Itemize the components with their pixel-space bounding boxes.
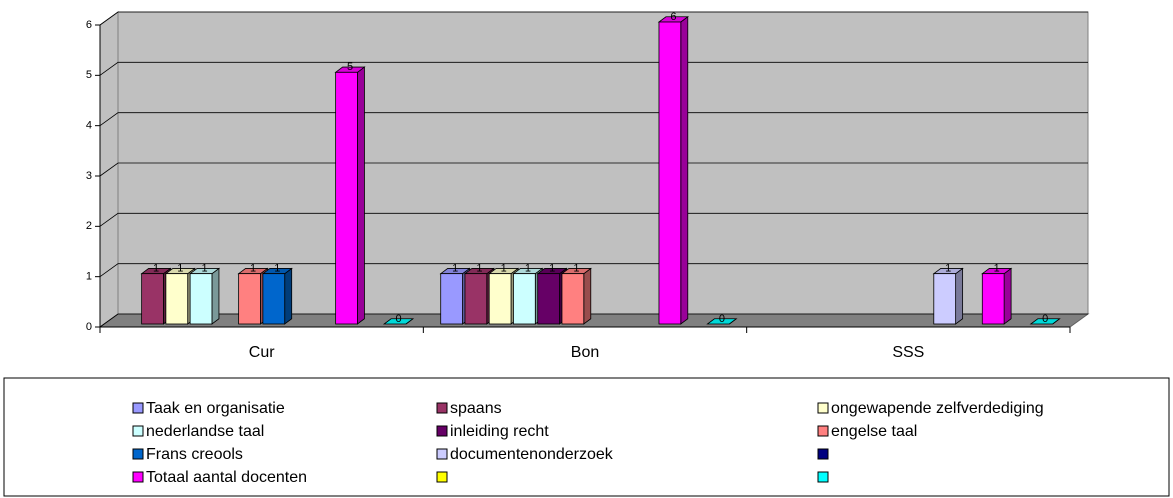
bar-front bbox=[981, 273, 1005, 325]
bar-front bbox=[933, 273, 957, 325]
bar-top bbox=[1029, 318, 1061, 325]
grid-line bbox=[99, 162, 1088, 177]
legend-label: nederlandse taal bbox=[146, 423, 264, 440]
bar-top bbox=[382, 318, 415, 325]
legend-label: Taak en organisatie bbox=[146, 400, 285, 417]
bar-top bbox=[706, 318, 738, 325]
bar bbox=[1029, 318, 1061, 325]
bar-front bbox=[488, 273, 512, 325]
bar-side bbox=[1003, 267, 1012, 325]
legend-swatch bbox=[132, 471, 144, 483]
data-label: 1 bbox=[945, 263, 951, 275]
legend-label: ongewapende zelfverdediging bbox=[831, 400, 1044, 417]
legend-label: documentenonderzoek bbox=[450, 446, 614, 463]
legend-label: engelse taal bbox=[831, 423, 917, 440]
bar-front bbox=[262, 273, 286, 325]
data-label: 1 bbox=[501, 263, 507, 275]
bar-front bbox=[165, 273, 189, 325]
bar bbox=[657, 15, 689, 325]
grid-line bbox=[99, 263, 1088, 277]
y-tick-label: 6 bbox=[86, 19, 92, 31]
bar bbox=[706, 318, 738, 325]
data-label: 5 bbox=[347, 61, 353, 73]
data-label: 1 bbox=[153, 263, 159, 275]
y-tick-label: 0 bbox=[86, 321, 92, 333]
bar-side bbox=[211, 267, 220, 325]
data-label: 0 bbox=[719, 313, 725, 325]
bar-front bbox=[464, 273, 488, 325]
legend-swatch bbox=[132, 448, 144, 460]
legend-box bbox=[3, 377, 1170, 497]
data-label: 0 bbox=[395, 313, 401, 325]
legend-swatch bbox=[817, 402, 829, 414]
legend-label: inleiding recht bbox=[450, 423, 549, 440]
bar-front bbox=[141, 273, 164, 325]
legend-label: Frans creools bbox=[146, 446, 243, 463]
legend-swatch bbox=[817, 425, 829, 437]
legend-swatch bbox=[436, 402, 448, 414]
bar-side bbox=[357, 66, 365, 325]
grid-line bbox=[99, 11, 1088, 26]
bar bbox=[560, 267, 592, 325]
data-label: 1 bbox=[525, 263, 531, 275]
legend-label: spaans bbox=[450, 400, 502, 417]
bar-side bbox=[955, 267, 964, 325]
bar-side bbox=[583, 267, 592, 325]
bar bbox=[334, 66, 366, 325]
grid-line bbox=[99, 212, 1088, 227]
bar-front bbox=[335, 71, 358, 325]
grid-line bbox=[99, 313, 1088, 328]
bar-front bbox=[238, 273, 261, 325]
grid-line bbox=[99, 61, 1088, 76]
bar bbox=[188, 267, 221, 325]
y-tick-label: 4 bbox=[86, 120, 92, 132]
data-label: 1 bbox=[994, 263, 1000, 275]
bar-side bbox=[284, 267, 293, 325]
legend-swatch bbox=[132, 402, 144, 414]
y-tick-label: 1 bbox=[86, 271, 92, 283]
data-label: 0 bbox=[1042, 313, 1048, 325]
bar-front bbox=[189, 273, 213, 325]
y-tick-label: 5 bbox=[86, 69, 92, 81]
bar-front bbox=[561, 273, 585, 325]
bar bbox=[488, 267, 520, 325]
bar bbox=[932, 267, 964, 325]
bar bbox=[261, 267, 293, 325]
data-label: 1 bbox=[549, 263, 555, 275]
legend-label: Totaal aantal docenten bbox=[146, 469, 307, 486]
bar bbox=[382, 318, 415, 325]
y-tick-label: 3 bbox=[86, 170, 92, 182]
x-tick-label: SSS bbox=[892, 344, 924, 361]
bar-side bbox=[680, 15, 689, 325]
bar bbox=[981, 267, 1013, 325]
data-label: 1 bbox=[274, 263, 280, 275]
legend-swatch bbox=[436, 448, 448, 460]
legend-swatch bbox=[436, 471, 448, 483]
legend-swatch bbox=[132, 425, 144, 437]
data-label: 1 bbox=[201, 263, 207, 275]
data-label: 1 bbox=[177, 263, 183, 275]
data-label: 1 bbox=[452, 263, 458, 275]
bar-front bbox=[537, 273, 560, 325]
bar-front bbox=[440, 273, 463, 325]
data-label: 1 bbox=[250, 263, 256, 275]
grid-line bbox=[99, 112, 1088, 126]
data-label: 1 bbox=[573, 263, 579, 275]
x-tick-label: Bon bbox=[571, 344, 599, 361]
legend-swatch bbox=[436, 425, 448, 437]
data-label: 6 bbox=[670, 11, 676, 23]
bar-front bbox=[658, 21, 682, 325]
legend-swatch bbox=[817, 471, 829, 483]
y-tick-label: 2 bbox=[86, 220, 92, 232]
data-label: 1 bbox=[476, 263, 482, 275]
legend-swatch bbox=[817, 448, 829, 460]
bar-front bbox=[513, 273, 536, 325]
x-tick-label: Cur bbox=[249, 344, 275, 361]
